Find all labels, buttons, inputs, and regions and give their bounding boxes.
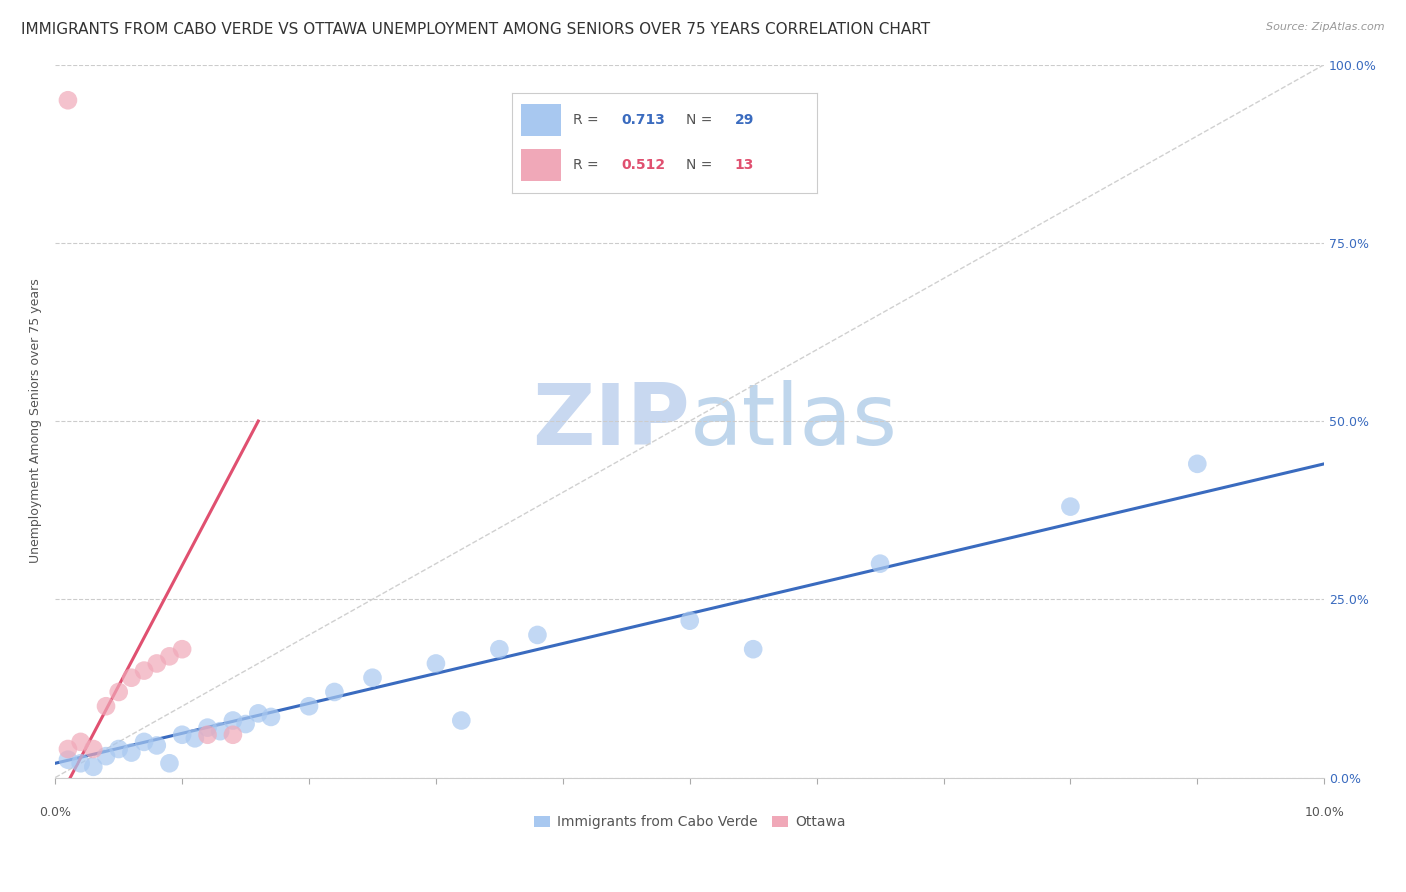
Point: [1187, 457, 1209, 471]
Point: [361, 671, 384, 685]
Text: IMMIGRANTS FROM CABO VERDE VS OTTAWA UNEMPLOYMENT AMONG SENIORS OVER 75 YEARS CO: IMMIGRANTS FROM CABO VERDE VS OTTAWA UNE…: [21, 22, 931, 37]
Point: [159, 756, 181, 771]
Point: [260, 710, 283, 724]
Point: [56, 93, 79, 107]
Point: [247, 706, 270, 721]
Point: [209, 724, 232, 739]
Point: [56, 742, 79, 756]
Point: [450, 714, 472, 728]
Text: 10.0%: 10.0%: [1305, 806, 1344, 819]
Point: [679, 614, 702, 628]
Point: [742, 642, 765, 657]
Point: [323, 685, 346, 699]
Point: [488, 642, 510, 657]
Point: [94, 749, 117, 764]
Point: [107, 742, 129, 756]
Text: Source: ZipAtlas.com: Source: ZipAtlas.com: [1267, 22, 1385, 32]
Legend: Immigrants from Cabo Verde, Ottawa: Immigrants from Cabo Verde, Ottawa: [529, 810, 852, 835]
Point: [184, 731, 207, 746]
Text: atlas: atlas: [690, 380, 897, 463]
Text: ZIP: ZIP: [531, 380, 690, 463]
Point: [56, 753, 79, 767]
Point: [94, 699, 117, 714]
Point: [69, 756, 91, 771]
Point: [120, 671, 142, 685]
Point: [120, 746, 142, 760]
Point: [82, 760, 104, 774]
Point: [69, 735, 91, 749]
Point: [1059, 500, 1081, 514]
Point: [132, 735, 155, 749]
Point: [222, 728, 245, 742]
Point: [197, 721, 219, 735]
Point: [146, 657, 169, 671]
Point: [222, 714, 245, 728]
Point: [197, 728, 219, 742]
Point: [107, 685, 129, 699]
Point: [526, 628, 548, 642]
Point: [869, 557, 891, 571]
Y-axis label: Unemployment Among Seniors over 75 years: Unemployment Among Seniors over 75 years: [30, 278, 42, 564]
Point: [82, 742, 104, 756]
Point: [298, 699, 321, 714]
Point: [235, 717, 257, 731]
Point: [172, 642, 194, 657]
Point: [172, 728, 194, 742]
Point: [132, 664, 155, 678]
Text: 0.0%: 0.0%: [39, 806, 72, 819]
Point: [159, 649, 181, 664]
Point: [146, 739, 169, 753]
Point: [425, 657, 447, 671]
